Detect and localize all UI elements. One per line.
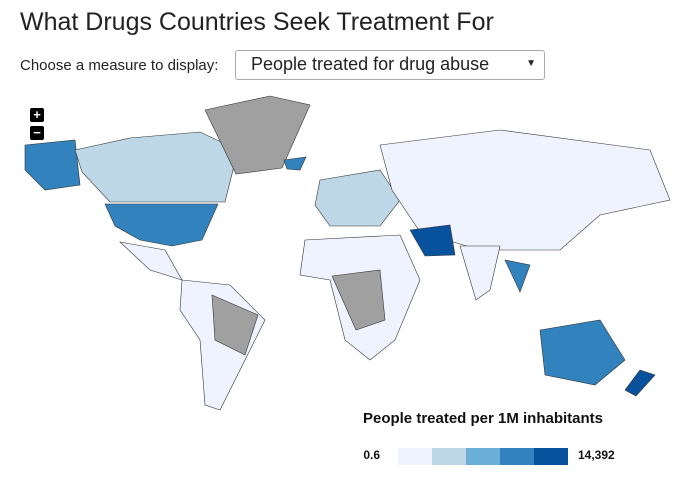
measure-select[interactable]: People treated for drug abuse ▼ <box>235 50 545 80</box>
greenland <box>204 95 311 175</box>
legend-swatch <box>432 448 466 465</box>
canada <box>74 131 239 203</box>
zoom-in[interactable]: + <box>30 108 44 122</box>
europe <box>314 169 401 227</box>
countries <box>24 95 671 411</box>
central-africa <box>331 269 386 331</box>
control-label: Choose a measure to display: <box>20 57 219 74</box>
legend-swatch <box>398 448 432 465</box>
brazil <box>211 294 259 356</box>
legend-max: 14,392 <box>578 448 615 462</box>
legend-title: People treated per 1M inhabitants <box>363 410 603 427</box>
russia-asia <box>379 129 671 251</box>
new-zealand <box>624 369 656 397</box>
selected-option: People treated for drug abuse <box>251 54 490 74</box>
legend-swatches <box>398 448 568 465</box>
alaska <box>24 139 81 191</box>
usa <box>104 203 219 247</box>
australia <box>539 319 626 386</box>
india <box>459 245 501 301</box>
legend-swatch <box>466 448 500 465</box>
zoom-out[interactable]: − <box>30 126 44 140</box>
iceland <box>283 156 307 171</box>
legend-swatch <box>534 448 568 465</box>
legend-swatch <box>500 448 534 465</box>
central-america <box>119 241 183 281</box>
iran <box>409 224 456 257</box>
dropdown-arrow: ▼ <box>526 58 536 69</box>
legend-min: 0.6 <box>363 448 380 462</box>
southeast-asia <box>504 259 531 293</box>
page-title: What Drugs Countries Seek Treatment For <box>20 8 494 36</box>
